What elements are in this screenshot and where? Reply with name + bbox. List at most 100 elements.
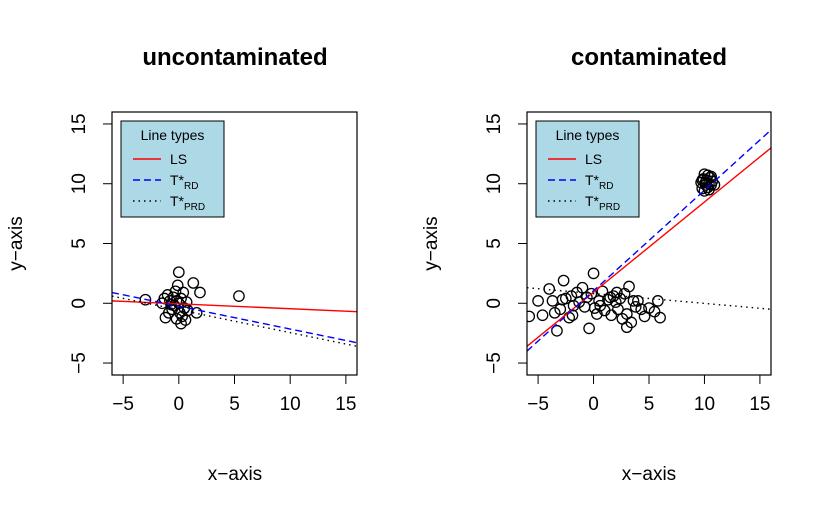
data-point [190,306,203,319]
x-tick-label: 0 [174,394,185,415]
legend-label-main: T* [170,172,185,188]
y-tick-label: 15 [69,113,90,134]
data-point [563,311,575,324]
data-point [605,309,618,322]
legend-label-subscript: RD [599,181,613,192]
y-tick-label: 5 [484,238,505,249]
y-axis-label: y−axis [421,216,442,270]
y-tick-label: −5 [484,352,505,374]
data-point [698,185,711,197]
fit-line-tprd [527,287,771,310]
chart-title: contaminated [571,44,727,71]
data-point [170,312,183,325]
data-point [585,287,598,300]
data-point [635,303,648,316]
data-point [654,311,666,324]
data-point [629,301,642,313]
legend-label-trd: T*RD [585,172,613,192]
legend-title: Line types [141,127,205,143]
data-point [548,306,561,319]
data-point [703,183,715,196]
x-tick-label: 10 [694,394,715,415]
data-point [171,279,184,292]
x-tick-label: 0 [588,394,599,415]
legend-title: Line types [556,127,620,143]
data-point [583,322,595,335]
data-point [699,176,712,189]
x-tick-label: −5 [112,394,134,415]
x-tick-label: 5 [229,394,240,415]
legend-label-main: LS [170,151,187,167]
x-tick-label: 10 [280,394,301,415]
data-point [543,283,556,295]
data-point [177,286,190,299]
y-tick-label: 0 [484,298,505,309]
legend-box [535,120,640,218]
data-point [620,321,633,334]
data-point [169,285,182,298]
x-axis-label: x−axis [208,464,262,485]
legend-label-ls: LS [585,151,602,167]
x-tick-label: 15 [749,394,770,415]
fit-lines [112,291,357,347]
chart-panel-2: contaminated −5 0 5 10 15 −5 0 5 10 15 x−axis y−axis… [421,44,772,485]
legend-label-main: T* [585,193,600,209]
data-point [596,285,609,298]
x-tick-label: 5 [644,394,655,415]
data-points [527,168,721,337]
data-point [557,274,570,287]
plot-frame [526,111,772,376]
legend-label-subscript: PRD [599,202,620,213]
data-point [604,291,617,304]
legend-box [120,120,225,218]
data-point [165,298,177,311]
data-point [551,324,563,337]
legend-label-main: T* [585,172,600,188]
data-point [556,293,569,306]
chart-panel-1: uncontaminated −5 0 5 10 15 −5 0 5 10 15 x−axis y−ax… [6,44,358,485]
legend-label-main: LS [585,151,602,167]
legend-label-tprd: T*PRD [585,193,620,213]
y-tick-label: 15 [484,113,505,134]
data-point [172,266,185,279]
y-tick-label: 10 [484,173,505,194]
x-tick-label: −5 [527,394,549,415]
y-axis-label: y−axis [6,216,27,270]
data-point [233,290,245,302]
data-point [546,295,559,307]
data-point [536,309,549,322]
legend-label-tprd: T*PRD [170,193,205,213]
y-tick-label: 10 [69,173,90,194]
data-point [627,295,640,307]
data-point [194,286,206,299]
fit-line-trd [112,291,357,344]
legend-label-subscript: RD [184,181,198,192]
y-tick-label: 5 [69,238,90,249]
fit-line-ls [112,300,357,313]
data-point [652,295,664,307]
chart-title: uncontaminated [142,44,327,71]
fit-line-ls [527,147,771,347]
x-tick-label: 15 [335,394,356,415]
legend-label-trd: T*RD [170,172,198,192]
data-point [623,280,635,293]
data-point [187,277,200,289]
legend-label-subscript: PRD [184,202,205,213]
data-point [594,299,607,312]
data-point [587,267,600,280]
y-tick-label: 0 [69,298,90,309]
data-point [527,310,536,323]
data-point [162,306,175,319]
y-tick-label: −5 [69,352,90,374]
x-axis-label: x−axis [622,464,676,485]
legend-label-ls: LS [170,151,187,167]
data-points [139,266,245,330]
plot-frame [111,111,358,376]
data-point [532,295,544,307]
fit-lines [527,129,771,352]
data-point [612,303,624,316]
data-point [139,293,152,306]
